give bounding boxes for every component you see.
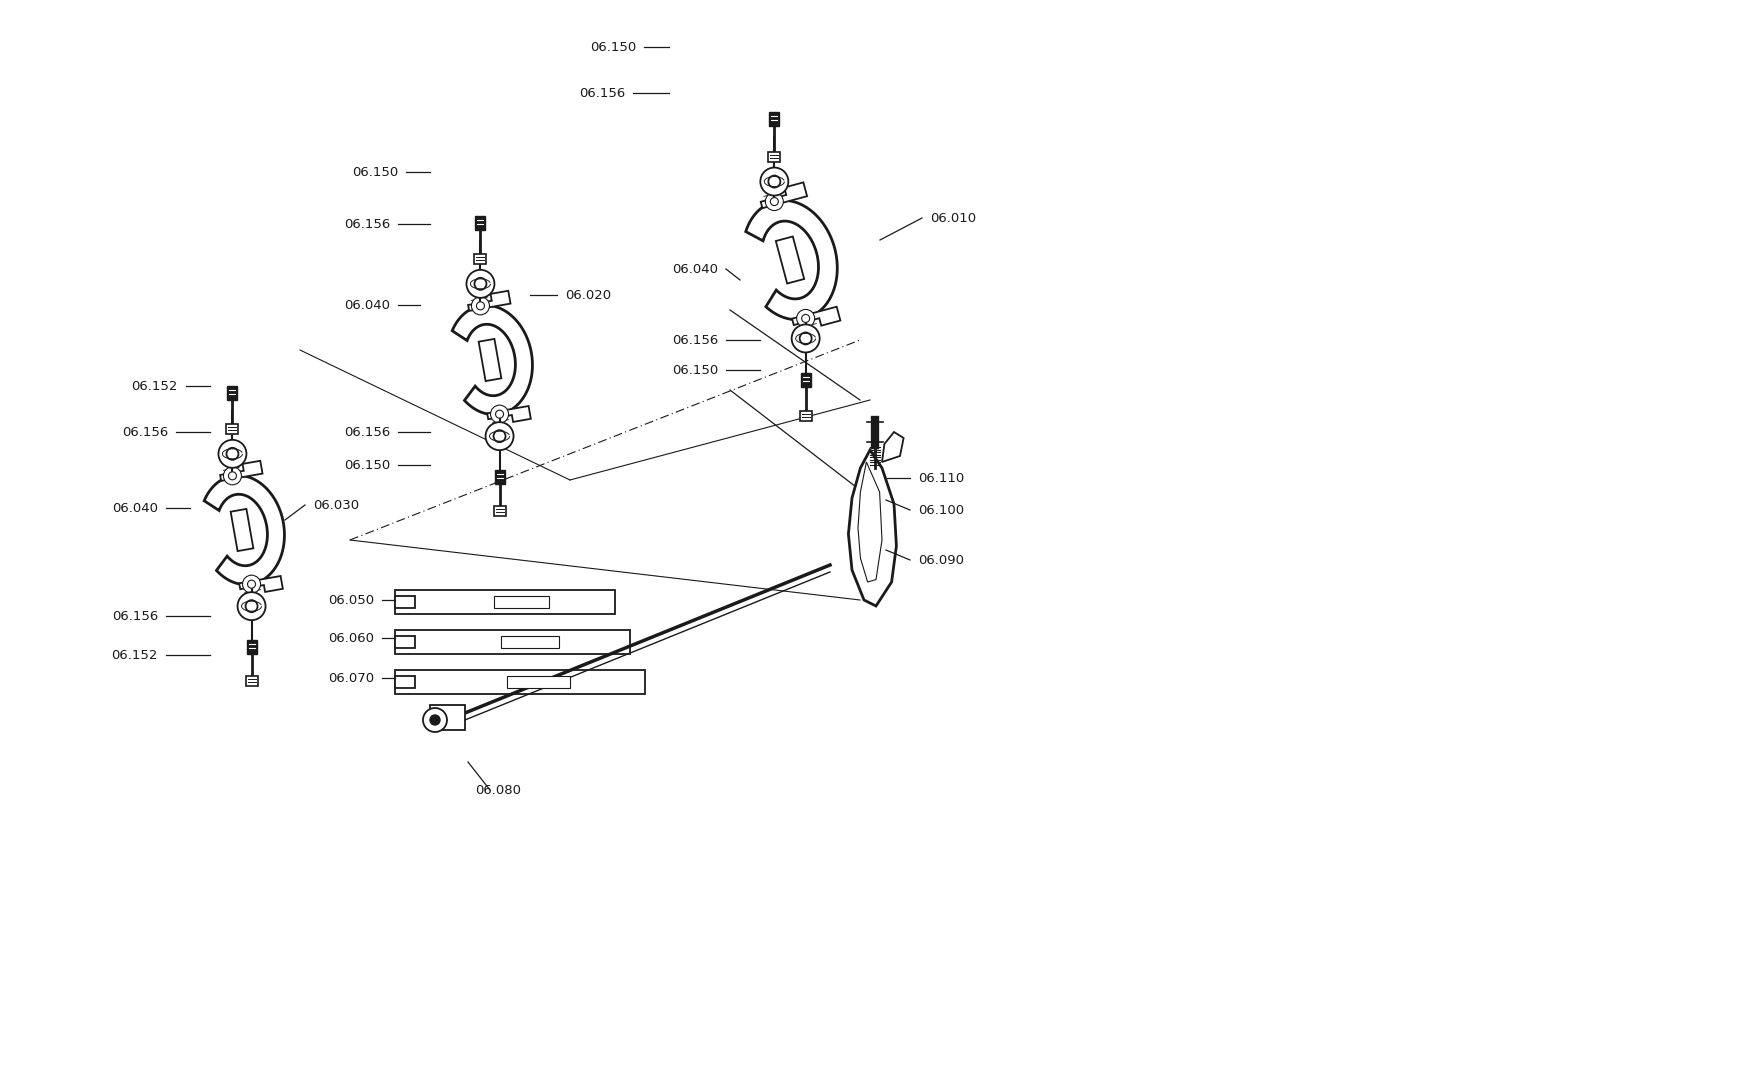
Polygon shape xyxy=(221,461,263,480)
Bar xyxy=(501,636,560,648)
Bar xyxy=(245,676,257,686)
Text: 06.040: 06.040 xyxy=(344,299,390,311)
Circle shape xyxy=(430,715,440,725)
Polygon shape xyxy=(203,475,283,584)
Polygon shape xyxy=(857,462,882,582)
Polygon shape xyxy=(746,200,836,320)
Bar xyxy=(769,111,779,125)
Circle shape xyxy=(791,324,819,352)
Text: 06.152: 06.152 xyxy=(111,648,158,661)
Bar xyxy=(395,630,630,654)
Polygon shape xyxy=(487,406,530,422)
Circle shape xyxy=(494,430,506,442)
Bar xyxy=(247,640,256,654)
Polygon shape xyxy=(452,305,532,415)
Text: 06.080: 06.080 xyxy=(475,783,520,796)
Bar xyxy=(800,373,810,387)
Text: 06.100: 06.100 xyxy=(918,504,963,517)
Polygon shape xyxy=(776,236,803,284)
Circle shape xyxy=(423,708,447,732)
Text: 06.156: 06.156 xyxy=(111,610,158,623)
Text: 06.156: 06.156 xyxy=(579,87,624,100)
Polygon shape xyxy=(468,291,510,311)
Circle shape xyxy=(226,448,238,460)
Bar xyxy=(226,424,238,433)
Text: 06.152: 06.152 xyxy=(132,380,177,393)
Circle shape xyxy=(219,440,247,468)
Bar xyxy=(494,506,506,516)
Text: 06.156: 06.156 xyxy=(122,426,169,439)
Text: 06.150: 06.150 xyxy=(351,166,398,179)
Text: 06.050: 06.050 xyxy=(327,594,374,607)
Text: 06.156: 06.156 xyxy=(671,334,718,347)
Circle shape xyxy=(770,198,777,205)
Text: 06.070: 06.070 xyxy=(327,672,374,685)
Polygon shape xyxy=(791,307,840,325)
Circle shape xyxy=(228,472,237,479)
Circle shape xyxy=(247,580,256,589)
Bar xyxy=(430,705,464,730)
Circle shape xyxy=(466,270,494,297)
Bar xyxy=(395,670,645,694)
Circle shape xyxy=(760,168,788,196)
Bar xyxy=(475,216,485,230)
Bar xyxy=(494,470,504,484)
Text: 06.156: 06.156 xyxy=(344,426,390,439)
Circle shape xyxy=(800,333,810,345)
Bar xyxy=(769,152,779,162)
Bar xyxy=(508,676,570,688)
Circle shape xyxy=(490,406,508,423)
Circle shape xyxy=(245,600,257,612)
Bar xyxy=(494,596,550,608)
Text: 06.040: 06.040 xyxy=(111,502,158,515)
Circle shape xyxy=(242,576,261,593)
Circle shape xyxy=(471,296,489,315)
Circle shape xyxy=(496,410,503,418)
Text: 06.040: 06.040 xyxy=(671,262,718,275)
Circle shape xyxy=(475,278,487,290)
Bar xyxy=(395,676,416,688)
Text: 06.150: 06.150 xyxy=(344,459,390,472)
Polygon shape xyxy=(478,339,501,381)
Text: 06.150: 06.150 xyxy=(590,41,636,54)
Circle shape xyxy=(796,309,814,327)
Text: 06.156: 06.156 xyxy=(344,217,390,230)
Bar xyxy=(395,590,614,614)
Text: 06.150: 06.150 xyxy=(671,364,718,377)
Bar xyxy=(395,596,416,608)
Circle shape xyxy=(485,423,513,450)
Polygon shape xyxy=(760,182,807,209)
Text: 06.030: 06.030 xyxy=(313,499,358,511)
Text: 06.090: 06.090 xyxy=(918,553,963,566)
Polygon shape xyxy=(238,576,283,592)
Text: 06.020: 06.020 xyxy=(565,289,610,302)
Circle shape xyxy=(765,193,783,211)
Circle shape xyxy=(223,467,242,485)
Circle shape xyxy=(802,315,809,322)
Bar xyxy=(228,386,237,400)
Circle shape xyxy=(476,302,483,310)
Text: 06.110: 06.110 xyxy=(918,472,963,485)
Text: 06.010: 06.010 xyxy=(929,212,976,225)
Polygon shape xyxy=(849,450,896,606)
Polygon shape xyxy=(882,432,903,462)
Bar xyxy=(800,412,810,422)
Circle shape xyxy=(238,592,266,621)
Polygon shape xyxy=(231,509,254,551)
Text: 06.060: 06.060 xyxy=(329,631,374,644)
Bar xyxy=(475,254,487,264)
Bar xyxy=(395,636,416,648)
Circle shape xyxy=(769,175,779,187)
